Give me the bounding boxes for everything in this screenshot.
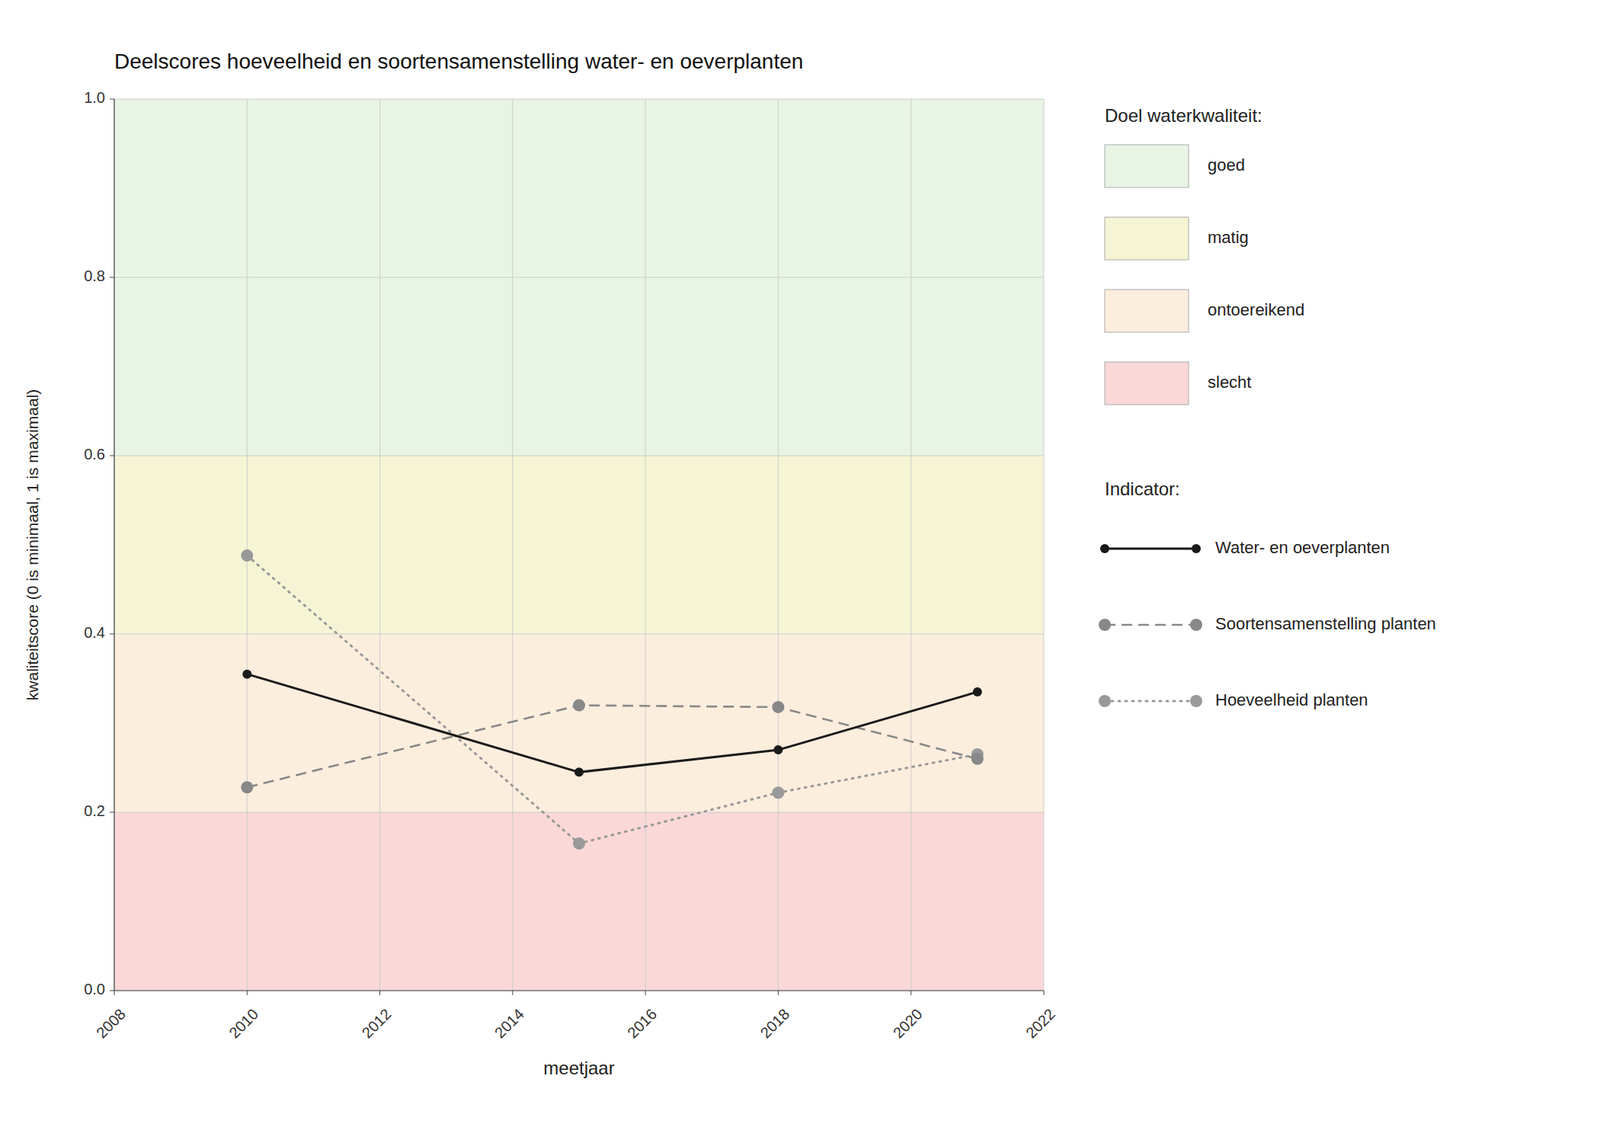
x-tick [910,990,912,996]
legend-marker [1191,544,1201,554]
x-tick-label: 2018 [756,1004,793,1041]
title: Deelscores hoeveelheid en soortensamenst… [114,49,804,74]
grid-line-x [777,99,779,991]
legend-label: Water- en oeverplanten [1215,537,1390,557]
legend-title: Doel waterkwaliteit: [1104,105,1263,126]
series-marker [242,669,252,679]
series-marker [773,745,783,755]
x-tick-label: 2016 [624,1004,660,1041]
series-marker [972,687,983,697]
legend-line [1104,624,1197,627]
legend-label: goed [1207,155,1245,175]
x-tick-label: 2020 [889,1004,926,1041]
series-marker [240,549,253,562]
series-marker [572,837,586,850]
series [240,549,984,850]
zone [114,455,1044,634]
chart: 0.0 0.2 0.4 0.6 0.8 1.0 2008 2010 2012 2014 2016 20… [0,0,1600,1143]
y-tick [109,633,115,635]
x-tick-label: 2010 [225,1004,262,1041]
legend-label: slecht [1207,372,1252,392]
legend-swatch [1104,217,1189,260]
series-marker [771,700,784,714]
x-tick-label: 2022 [1022,1004,1059,1041]
legend-line [1104,700,1197,703]
grid-line-y [114,633,1044,635]
x-axis-line [114,989,1044,991]
y-tick-label: 0.8 [83,267,106,285]
page: {"chart_data": { "type": "line", "title"… [0,0,1600,1143]
series-marker [572,699,586,712]
series-group [240,549,984,850]
x-tick-label: 2012 [358,1004,395,1041]
grid-line-y [114,277,1044,279]
x-tick [645,990,647,996]
grid-line-y [114,990,1044,992]
x-tick [379,990,381,996]
x-tick [246,990,248,996]
x-tick [512,990,513,996]
grid-line-x [246,99,248,991]
legend-swatch [1104,289,1189,333]
series-line [246,674,978,773]
legend-label: ontoereikend [1207,300,1305,320]
y-tick [109,812,115,813]
grid-line-x [1043,99,1045,991]
grid [114,99,1044,991]
y-tick [109,99,115,100]
y-tick-label: 0.0 [83,980,106,998]
grid-line-x [910,99,912,991]
series-group [240,699,984,794]
legend-swatch [1104,361,1189,405]
zone [114,633,1044,813]
y-axis-label: kwaliteitscore (0 is minimaal, 1 is maxi… [23,389,42,701]
legend-marker [1098,618,1111,631]
x-tick [777,990,779,996]
grid-line-x [645,99,647,991]
series-marker [240,780,253,794]
x-tick-label: 2014 [491,1004,528,1041]
zone [114,99,1044,456]
grid-line-y [114,455,1044,457]
y-tick-label: 0.6 [83,445,106,463]
legend-swatch [1104,144,1189,188]
legend-label: Soortensamenstelling planten [1215,614,1437,634]
y-axis-line [113,99,115,991]
x-tick [1043,990,1045,996]
axes: 0.0 0.2 0.4 0.6 0.8 1.0 2008 2010 2012 2014 2016 20… [83,89,1059,1041]
grid-line-x [114,99,116,991]
series-line [246,705,978,788]
legend-title: Indicator: [1104,478,1181,500]
y-tick-label: 0.2 [83,802,106,820]
y-tick [109,277,115,279]
grid-line-y [114,812,1044,813]
legend-marker [1100,544,1110,554]
series-marker [971,752,984,765]
zones [114,99,1044,991]
x-tick [114,990,116,996]
x-tick-label: 2008 [92,1004,129,1041]
grid-line-x [379,99,381,991]
grid-line-x [512,99,513,991]
zone [114,812,1044,991]
y-tick [109,455,115,457]
series-line [246,555,978,844]
y-tick [109,990,115,992]
series-marker [574,767,584,777]
legend-marker [1190,618,1203,631]
legend-label: Hoeveelheid planten [1215,690,1369,710]
grid-line-y [114,99,1044,100]
y-tick-label: 1.0 [83,89,106,106]
x-axis-label: meetjaar [543,1057,615,1079]
y-tick-label: 0.4 [83,624,106,641]
legend-line [1104,547,1197,551]
series-group [242,669,983,778]
legend-label: matig [1207,227,1249,247]
series-marker [771,786,784,799]
legend-marker [1190,694,1203,708]
legend-marker [1098,694,1111,708]
legend: Doel waterkwaliteit: goed matig ontoereiken… [1098,105,1437,710]
